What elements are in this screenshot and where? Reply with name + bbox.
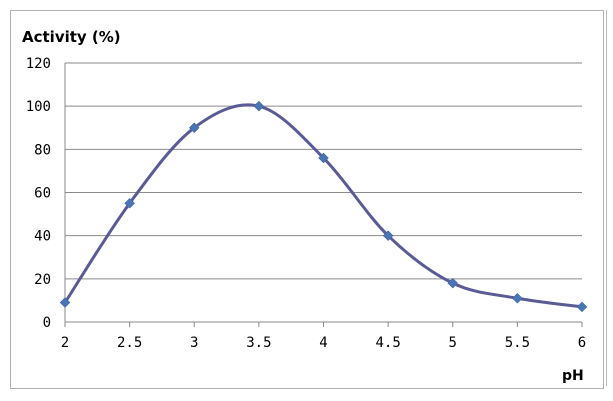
x-tick-label: 2.5 <box>117 335 142 351</box>
series-line <box>63 103 584 309</box>
y-tick-label: 120 <box>26 56 51 72</box>
y-tick-labels: 0 20 40 60 80 100 120 <box>26 56 51 331</box>
y-tick-label: 40 <box>34 229 51 245</box>
x-tick-label: 4.5 <box>375 335 400 351</box>
y-tick-label: 20 <box>34 272 51 288</box>
y-axis-label: Activity (%) <box>22 28 121 46</box>
data-point <box>188 122 200 134</box>
gridlines <box>64 62 583 327</box>
y-tick-label: 80 <box>34 142 51 158</box>
series <box>59 100 588 313</box>
x-tick-label: 4 <box>319 335 327 351</box>
x-tick-label: 2 <box>61 335 69 351</box>
data-point <box>59 297 71 308</box>
x-axis-label: pH <box>562 368 584 384</box>
data-point <box>253 100 265 112</box>
x-tick-label: 5 <box>449 335 457 351</box>
data-point <box>576 301 588 313</box>
x-tick-label: 6 <box>578 335 586 351</box>
data-point <box>124 197 135 209</box>
y-tick-label: 0 <box>43 315 51 331</box>
y-tick-label: 100 <box>26 99 51 115</box>
x-tick-label: 3 <box>190 335 198 351</box>
chart-frame <box>10 10 604 389</box>
frame-right-edge <box>606 10 607 386</box>
data-point <box>318 152 329 164</box>
x-tick-labels: 2 2.5 3 3.5 4 4.5 5 5.5 6 <box>61 335 586 351</box>
data-point <box>447 277 459 289</box>
x-tick-label: 3.5 <box>246 335 271 351</box>
data-point <box>512 292 523 304</box>
y-tick-label: 60 <box>34 186 51 202</box>
x-tick-label: 5.5 <box>505 335 530 351</box>
data-point <box>382 230 394 242</box>
